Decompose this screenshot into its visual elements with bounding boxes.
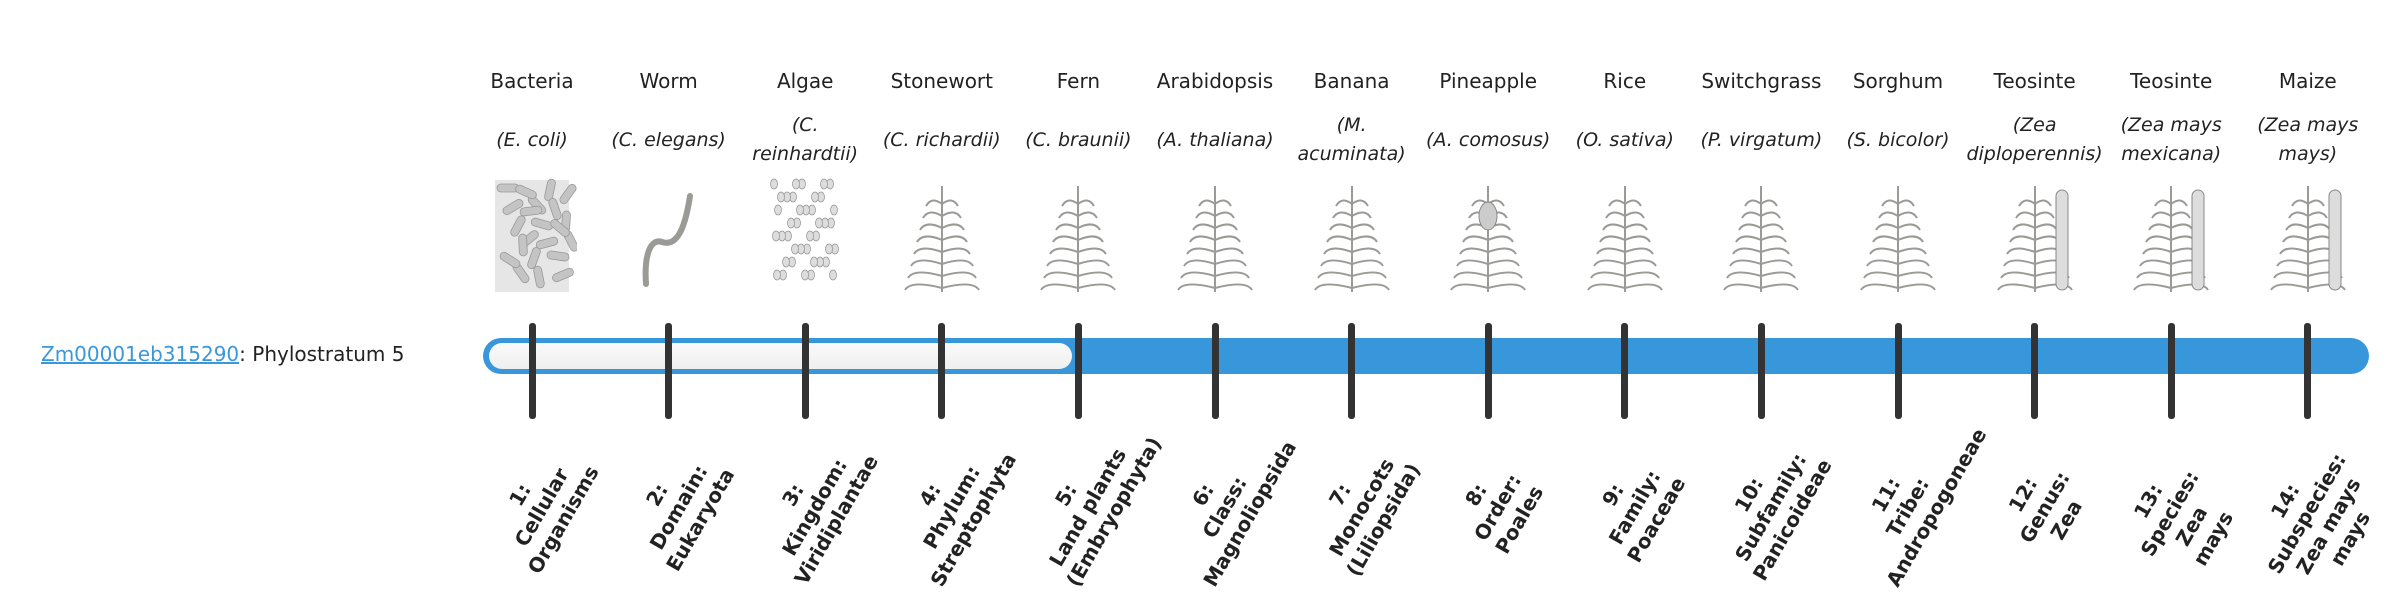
stonewort-icon (897, 176, 987, 296)
common-name: Algae (776, 69, 834, 93)
organism-column: Teosinte (Zea mays mexicana) (2103, 66, 2240, 296)
scientific-name: (P. virgatum) (1700, 128, 1823, 151)
common-name: Switchgrass (1701, 69, 1822, 93)
scientific-name: (M. acuminata) (1297, 114, 1406, 165)
rank-label: 11: Tribe: Andropogoneae (1838, 424, 1992, 591)
scientific-name: (E. coli) (496, 128, 568, 151)
scientific-name: (C. richardii) (882, 128, 1001, 151)
stratum-tick (2031, 323, 2039, 419)
rank-label: 10: Subfamily: Panicoideae (1701, 424, 1841, 591)
common-name: Bacteria (490, 69, 574, 93)
scientific-name: (C. braunii) (1025, 128, 1132, 151)
phylostratum-text: : Phylostratum 5 (239, 342, 405, 366)
organism-column: Pineapple (A. comosus) (1420, 66, 1557, 296)
rank-label: 14: Subspecies: Zea mays mays (2237, 430, 2399, 610)
organism-column: Teosinte (Zea diploperennis) (1966, 66, 2103, 296)
organism-column: Worm (C. elegans) (600, 66, 737, 296)
organism-column: Bacteria (E. coli) (464, 66, 601, 296)
organism-column: Algae (C. reinhardtii) (737, 66, 874, 296)
scientific-name: (A. thaliana) (1156, 128, 1274, 151)
organism-column: Fern (C. braunii) (1010, 66, 1147, 296)
worm-icon (624, 176, 714, 296)
scientific-name: (C. elegans) (611, 128, 726, 151)
rank-label: 8: Order: Poales (1428, 424, 1568, 591)
stratum-tick (1074, 323, 1082, 419)
bacteria-icon (487, 176, 579, 296)
algae-icon (760, 176, 850, 296)
rank-label: 7: Monocots (Liliopsida) (1292, 424, 1432, 591)
arabidopsis-icon (1170, 176, 1260, 296)
stratum-tick (1894, 323, 1902, 419)
stratum-tick (665, 323, 673, 419)
rank-label: 1: Cellular Organisms (472, 424, 612, 591)
scientific-name: (A. comosus) (1426, 128, 1551, 151)
rank-label: 9: Family: Poaceae (1565, 424, 1705, 591)
stratum-tick (1211, 323, 1219, 419)
bar-unfilled-region (489, 343, 1073, 369)
teosinte-icon (2126, 176, 2216, 296)
stratum-tick (2304, 323, 2312, 419)
organism-column: Arabidopsis (A. thaliana) (1147, 66, 1284, 296)
organism-column: Sorghum (S. bicolor) (1830, 66, 1967, 296)
stratum-tick (801, 323, 809, 419)
scientific-name: (Zea mays mays) (2257, 114, 2359, 165)
stratum-tick (1484, 323, 1492, 419)
organism-column: Switchgrass (P. virgatum) (1693, 66, 1830, 296)
pineapple-icon (1443, 176, 1533, 296)
common-name: Worm (639, 69, 698, 93)
common-name: Pineapple (1439, 69, 1538, 93)
switchgrass-icon (1716, 176, 1806, 296)
common-name: Sorghum (1852, 69, 1944, 93)
common-name: Fern (1056, 69, 1101, 93)
common-name: Stonewort (890, 69, 993, 93)
rank-label: 2: Domain: Eukaryota (609, 424, 749, 591)
common-name: Banana (1313, 69, 1390, 93)
organism-column: Banana (M. acuminata) (1283, 66, 1420, 296)
common-name: Maize (2278, 69, 2337, 93)
scientific-name: (Zea diploperennis) (1966, 114, 2103, 165)
organism-column: Maize (Zea mays mays) (2239, 66, 2376, 296)
stratum-tick (528, 323, 536, 419)
organism-column: Stonewort (C. richardii) (873, 66, 1010, 296)
rice-icon (1580, 176, 1670, 296)
fern-icon (1033, 176, 1123, 296)
common-name: Teosinte (2130, 69, 2213, 93)
gene-label: Zm00001eb315290: Phylostratum 5 (41, 342, 404, 366)
banana-icon (1307, 176, 1397, 296)
sorghum-icon (1853, 176, 1943, 296)
scientific-name: (Zea mays mexicana) (2120, 114, 2222, 165)
common-name: Teosinte (1993, 69, 2076, 93)
stratum-tick (938, 323, 946, 419)
stratum-tick (1621, 323, 1629, 419)
phylostratum-bar (483, 338, 2369, 374)
gene-id-link[interactable]: Zm00001eb315290 (41, 342, 240, 366)
stratum-tick (1757, 323, 1765, 419)
rank-label: 4: Phylum: Streptophyta (882, 424, 1022, 591)
scientific-name: (C. reinhardtii) (752, 114, 859, 165)
rank-label: 12: Genus: Zea (1975, 424, 2115, 591)
common-name: Arabidopsis (1156, 69, 1274, 93)
stratum-tick (2167, 323, 2175, 419)
scientific-name: (O. sativa) (1575, 128, 1674, 151)
common-name: Rice (1603, 69, 1647, 93)
organism-column: Rice (O. sativa) (1556, 66, 1693, 296)
rank-label: 5: Land plants (Embryophyta) (1018, 424, 1167, 591)
teosinte-icon (1990, 176, 2080, 296)
scientific-name: (S. bicolor) (1846, 128, 1950, 151)
maize-icon (2263, 176, 2353, 296)
rank-label: 3: Kingdom: Viridiplantae (745, 424, 885, 591)
stratum-tick (1348, 323, 1356, 419)
rank-label: 6: Class: Magnoliopsida (1155, 424, 1301, 591)
rank-label: 13: Species: Zea mays (2100, 430, 2262, 610)
